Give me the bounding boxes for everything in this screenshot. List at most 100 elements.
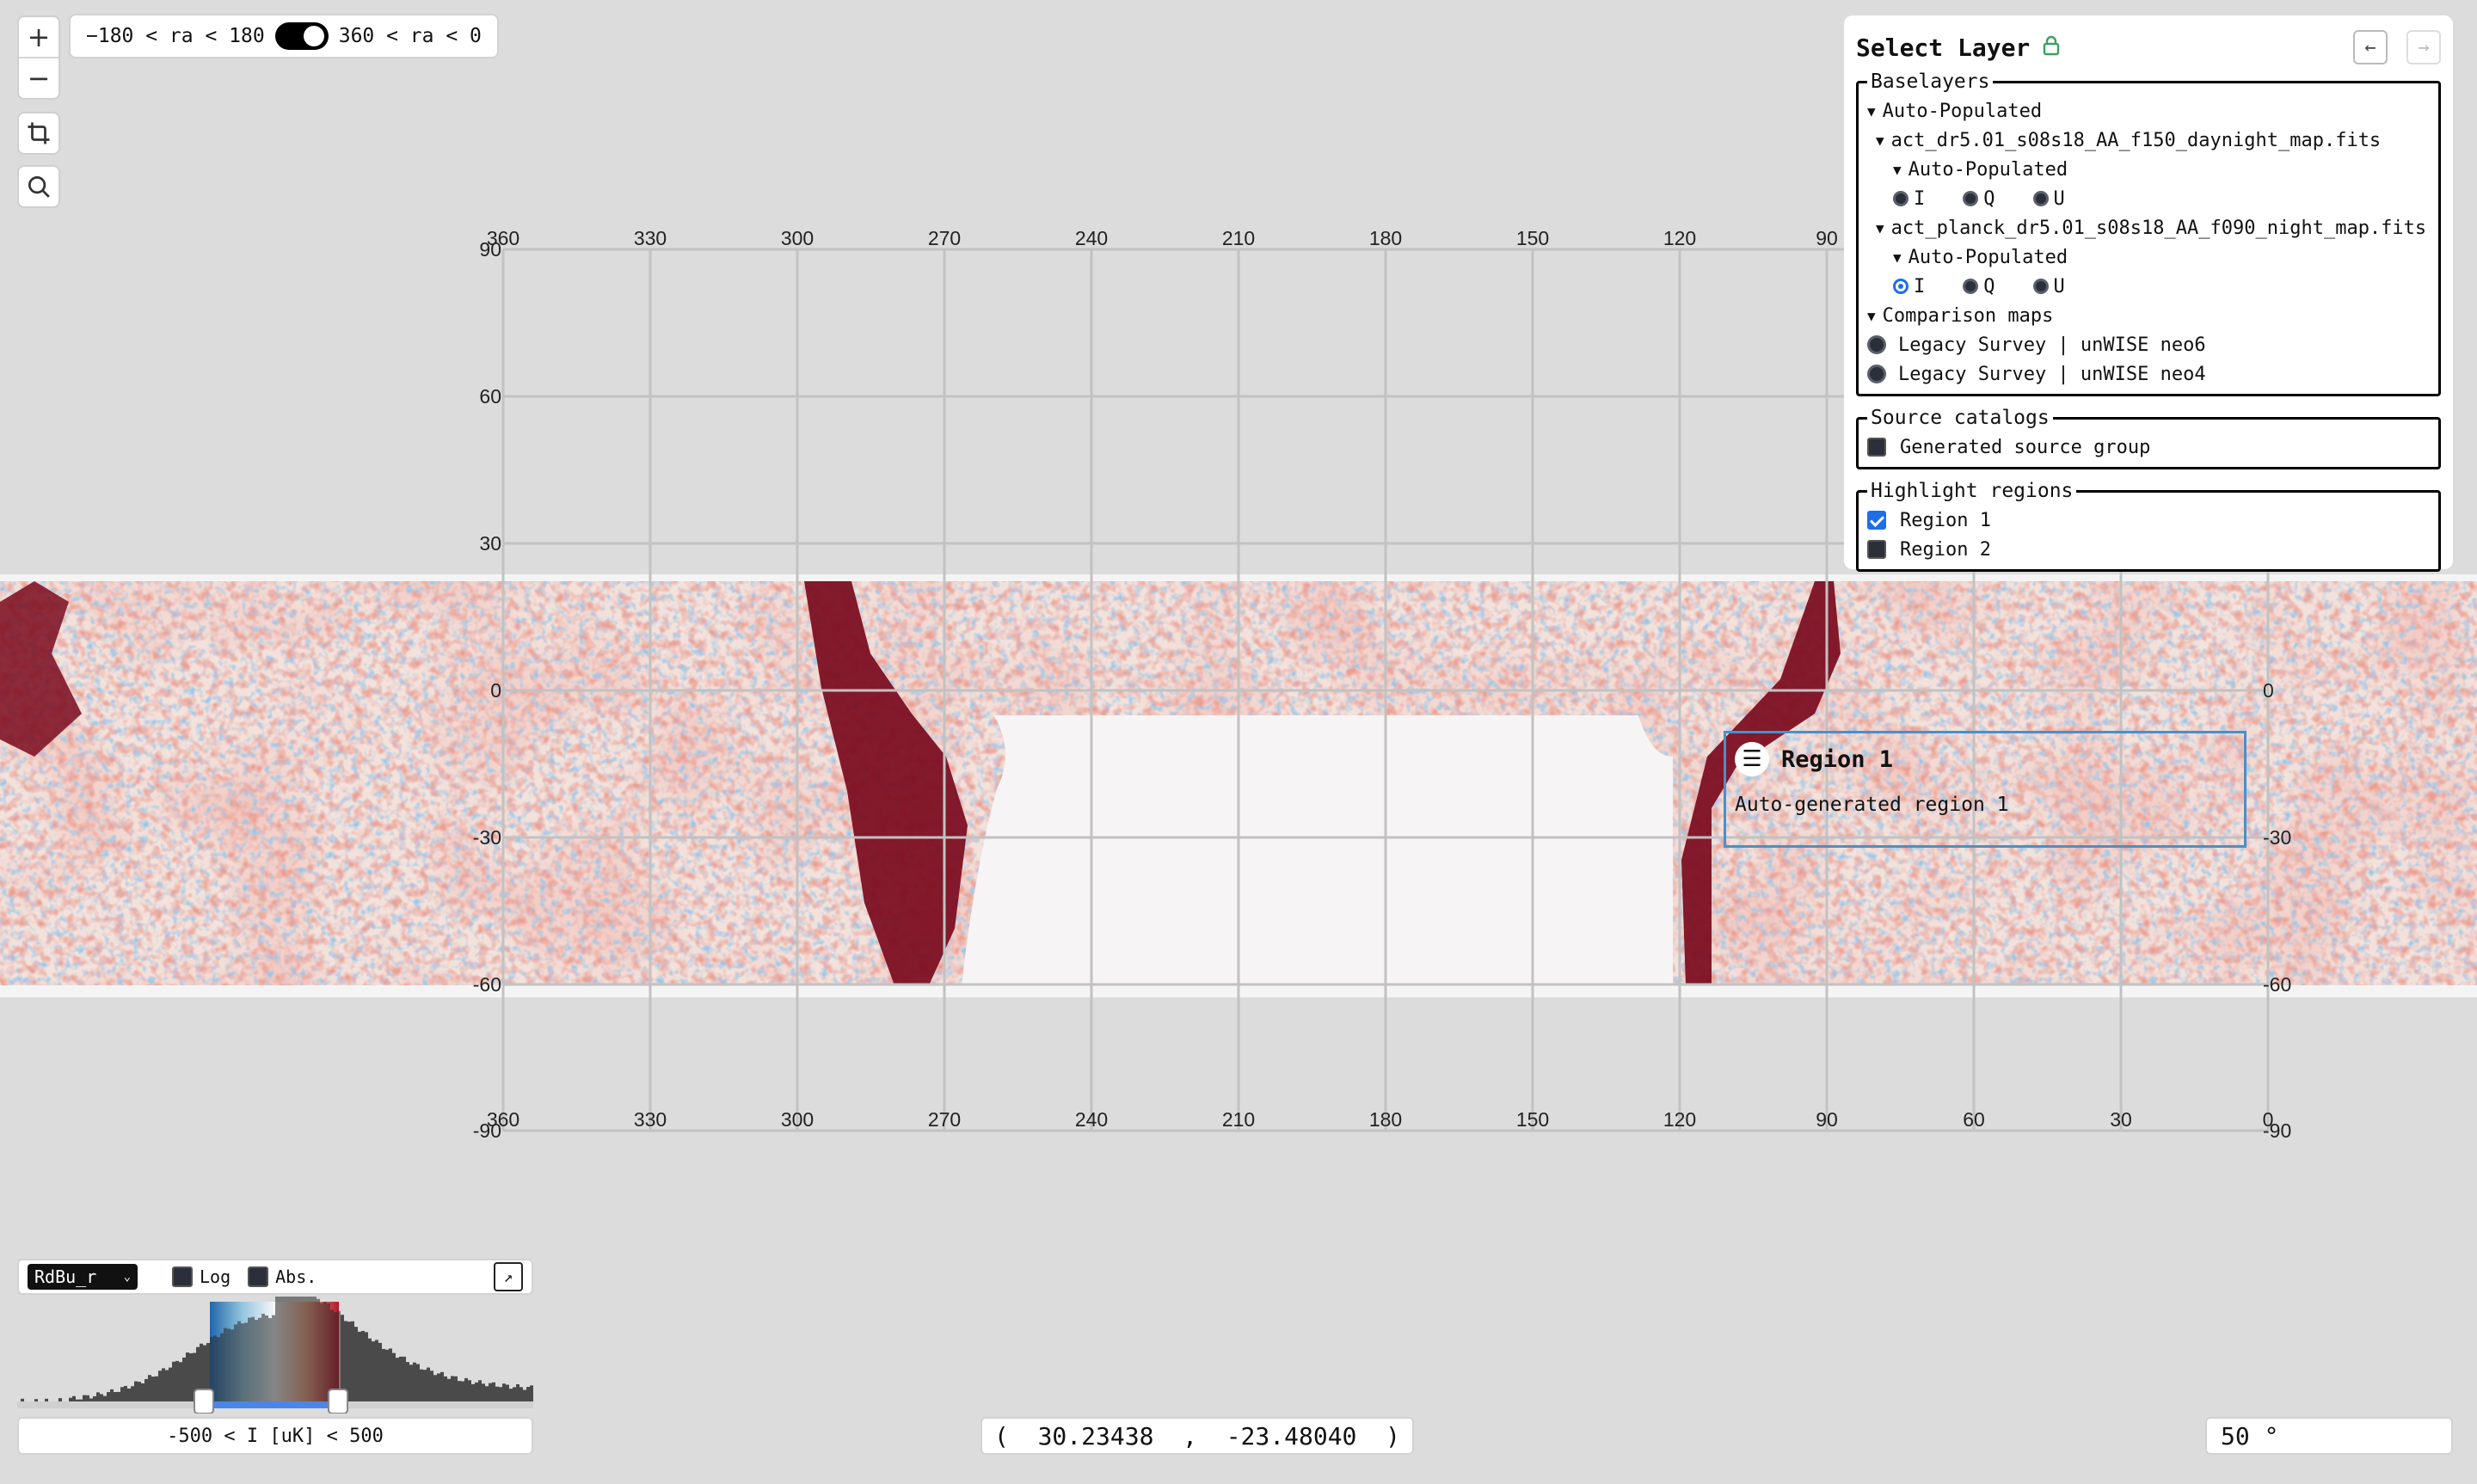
tree-node[interactable]: ▼ Auto-Populated (1867, 155, 2430, 184)
range-min-handle[interactable] (194, 1389, 214, 1413)
log-checkbox[interactable]: Log (172, 1266, 230, 1287)
histogram-bar (272, 1315, 275, 1401)
catalog-checkbox[interactable]: Generated source group (1867, 432, 2430, 462)
stokes-radio[interactable]: I (1893, 276, 1925, 297)
histogram-bar (382, 1348, 385, 1401)
histogram-bar (420, 1369, 423, 1401)
ra-right-label: 360 < ra < 0 (338, 25, 482, 47)
histogram-bar (103, 1395, 107, 1401)
histogram-bar (444, 1376, 447, 1401)
histogram-bar (165, 1370, 169, 1401)
arrow-left-icon[interactable]: ← (2353, 30, 2388, 64)
search-button[interactable] (17, 165, 60, 208)
histogram-bar (313, 1297, 317, 1401)
histogram-bar (451, 1376, 454, 1401)
histogram-bar (261, 1313, 265, 1401)
tree-node[interactable]: ▼ Comparison maps (1867, 301, 2430, 330)
histogram-bar (86, 1395, 89, 1401)
source-catalogs-legend: Source catalogs (1871, 407, 2050, 429)
stokes-radio[interactable]: I (1893, 188, 1925, 210)
radio-label: U (2053, 187, 2065, 210)
histogram-bar (378, 1342, 382, 1401)
graticule-tick-label: 60 (479, 385, 501, 408)
histogram-bar (34, 1399, 38, 1401)
stokes-radio[interactable]: U (2032, 187, 2065, 210)
dec-value: -23.48040 (1226, 1421, 1357, 1450)
histogram-bar (110, 1389, 114, 1401)
histogram-bar (241, 1323, 244, 1401)
histogram-bar (516, 1384, 519, 1401)
crop-button[interactable] (17, 112, 60, 155)
radio-icon (2032, 279, 2049, 294)
abs-checkbox[interactable]: Abs. (248, 1266, 317, 1287)
histogram-bar (138, 1382, 141, 1401)
histogram-bar (217, 1337, 220, 1401)
graticule-tick-label: 90 (1816, 227, 1838, 249)
highlight-regions-group: Highlight regions Region 1 Region 2 (1856, 480, 2441, 572)
layer-panel: Select Layer ← → Baselayers ▼ Auto-Popul… (1844, 15, 2453, 572)
chevron-down-icon: ⌄ (123, 1270, 131, 1284)
baselayers-group: Baselayers ▼ Auto-Populated ▼ act_dr5.01… (1856, 71, 2441, 396)
region-checkbox[interactable]: Region 1 (1867, 506, 2430, 535)
comparison-radio[interactable]: Legacy Survey | unWISE neo6 (1867, 330, 2430, 359)
histogram-bar (83, 1395, 86, 1401)
range-max-handle[interactable] (328, 1389, 348, 1413)
graticule-tick-label: 90 (1816, 1108, 1838, 1131)
zoom-in-button[interactable]: + (27, 21, 51, 53)
expand-arrow-icon[interactable]: ↗ (494, 1262, 523, 1291)
histogram-bar (509, 1389, 513, 1401)
checkbox-icon (1867, 540, 1886, 559)
tree-node[interactable]: ▼ act_dr5.01_s08s18_AA_f150_daynight_map… (1867, 126, 2430, 155)
arrow-right-icon[interactable]: → (2406, 30, 2441, 64)
graticule-spacing-input[interactable]: 50 ° (2205, 1417, 2453, 1455)
radio-icon (1963, 279, 1979, 294)
histogram-bar (100, 1394, 103, 1401)
histogram-bar (206, 1343, 210, 1401)
tree-label: Auto-Populated (1908, 246, 2068, 268)
graticule-tick-label: 150 (1516, 227, 1549, 249)
histogram-bar (499, 1387, 502, 1401)
graticule-tick-label: 0 (490, 679, 501, 702)
histogram-bar (299, 1297, 303, 1401)
checkbox-icon (172, 1266, 193, 1287)
region-checkbox[interactable]: Region 2 (1867, 535, 2430, 564)
graticule-tick-label: 150 (1516, 1108, 1549, 1131)
ra-toggle-switch[interactable] (274, 22, 329, 50)
colormap-histogram[interactable] (17, 1297, 533, 1413)
histogram-bar (365, 1332, 368, 1401)
histogram-bar (485, 1386, 489, 1401)
histogram-bar (334, 1312, 337, 1401)
stokes-radio[interactable]: Q (1963, 188, 1995, 210)
cursor-coordinates: ( 30.23438 , -23.48040 ) (980, 1417, 1414, 1455)
stokes-radio[interactable]: Q (1963, 276, 1995, 297)
tree-node[interactable]: ▼ act_planck_dr5.01_s08s18_AA_f090_night… (1867, 213, 2430, 242)
histogram-bar (196, 1346, 200, 1401)
region-popup[interactable]: ☰ Region 1 Auto-generated region 1 (1724, 731, 2247, 848)
histogram-bar (155, 1376, 158, 1401)
histogram-bar (320, 1303, 323, 1401)
histogram-bar (306, 1297, 310, 1401)
colormap-select[interactable]: RdBu_r ⌄ (28, 1264, 138, 1290)
histogram-bar (193, 1352, 196, 1401)
tree-node[interactable]: ▼ Auto-Populated (1867, 96, 2430, 126)
paren-close: ) (1386, 1421, 1400, 1450)
tree-node[interactable]: ▼ Auto-Populated (1867, 242, 2430, 272)
hamburger-menu-icon[interactable]: ☰ (1735, 742, 1769, 776)
lock-icon[interactable] (2042, 35, 2061, 59)
graticule-tick-label: 0 (2263, 679, 2274, 702)
histogram-bar (169, 1367, 172, 1401)
graticule-tick-label: -60 (2263, 973, 2291, 996)
tree-label: Comparison maps (1882, 304, 2054, 327)
histogram-bar (427, 1367, 430, 1401)
stokes-radio[interactable]: U (2032, 276, 2065, 297)
graticule-tick-label: -30 (2263, 826, 2291, 849)
tree-label: Auto-Populated (1908, 158, 2068, 181)
highlight-regions-legend: Highlight regions (1871, 480, 2074, 502)
radio-label: Legacy Survey | unWISE neo6 (1898, 334, 2206, 356)
comparison-radio[interactable]: Legacy Survey | unWISE neo4 (1867, 359, 2430, 389)
graticule-tick-label: 30 (479, 532, 501, 555)
zoom-out-button[interactable]: − (19, 57, 58, 98)
histogram-bar (120, 1387, 124, 1401)
histogram-bar (179, 1362, 182, 1401)
